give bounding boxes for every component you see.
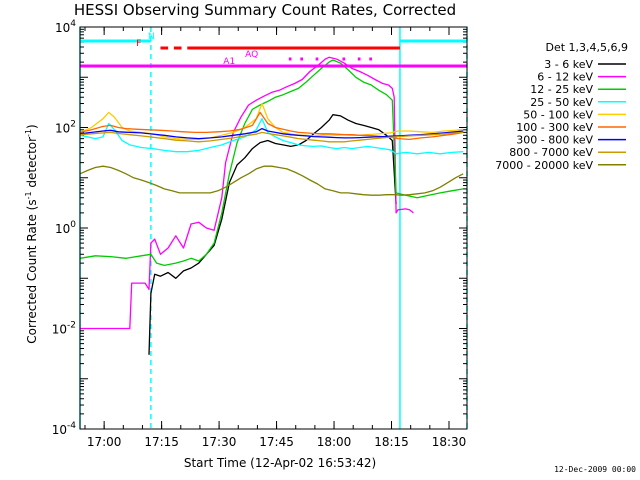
flag-label-n: N xyxy=(148,32,155,42)
y-tick-exponent: 2 xyxy=(70,120,76,130)
y-tick-base: 10 xyxy=(55,222,70,236)
y-tick-label: 10-4 xyxy=(52,421,77,437)
legend-label: 100 - 300 keV xyxy=(516,121,593,134)
y-axis-label: Corrected Count Rate (s-1 detector-1) xyxy=(24,124,39,343)
y-tick-exponent: -2 xyxy=(67,321,76,331)
plot-frame xyxy=(79,26,468,430)
legend-label: 800 - 7000 keV xyxy=(509,146,593,159)
y-axis-label-main: Corrected Count Rate (s xyxy=(25,199,39,343)
y-tick-label: 100 xyxy=(55,220,76,236)
y-tick-exponent: 0 xyxy=(70,220,76,230)
y-tick-base: 10 xyxy=(55,21,70,35)
y-tick-label: 102 xyxy=(55,120,76,136)
y-axis-label-end: ) xyxy=(25,124,39,129)
x-tick-label: 17:45 xyxy=(259,435,294,449)
chart-title: HESSI Observing Summary Count Rates, Cor… xyxy=(74,1,456,19)
series-line-3 xyxy=(79,59,464,267)
series-line-2 xyxy=(80,56,414,330)
series-line-9 xyxy=(79,165,464,196)
legend-label: 12 - 25 keV xyxy=(530,83,593,96)
y-axis-label-sup1: -1 xyxy=(24,191,33,199)
x-axis-label: Start Time (12-Apr-02 16:53:42) xyxy=(184,456,376,470)
y-axis-label-sup2: -1 xyxy=(24,129,33,137)
y-tick-base: 10 xyxy=(52,323,67,337)
flag-label-f: F xyxy=(136,39,141,49)
series-line-7 xyxy=(79,127,464,140)
y-tick-base: 10 xyxy=(55,122,70,136)
legend-label: 50 - 100 keV xyxy=(523,108,593,121)
series-line-4 xyxy=(79,118,464,155)
y-tick-label: 104 xyxy=(55,19,76,35)
flag-label-aq: AQ xyxy=(245,50,258,60)
legend-label: 3 - 6 keV xyxy=(544,58,593,71)
x-tick-label: 17:15 xyxy=(144,435,179,449)
y-tick-base: 10 xyxy=(52,423,67,437)
legend-label: 300 - 800 keV xyxy=(516,134,593,147)
series-line-1 xyxy=(148,114,397,355)
series-line-8 xyxy=(79,131,464,143)
y-tick-exponent: 4 xyxy=(70,19,76,29)
legend-title: Det 1,3,4,5,6,9 xyxy=(545,41,628,54)
x-tick-label: 18:15 xyxy=(374,435,409,449)
plot-area xyxy=(79,26,468,430)
y-tick-label: 10-2 xyxy=(52,321,76,337)
legend-label: 7000 - 20000 keV xyxy=(495,159,593,172)
x-tick-label: 18:00 xyxy=(317,435,352,449)
x-tick-label: 17:30 xyxy=(202,435,237,449)
x-tick-label: 17:00 xyxy=(87,435,122,449)
footer-date: 12-Dec-2009 00:00 xyxy=(554,465,636,474)
legend-label: 25 - 50 keV xyxy=(530,96,593,109)
legend-label: 6 - 12 keV xyxy=(537,71,593,84)
x-tick-label: 18:30 xyxy=(432,435,467,449)
y-tick-exponent: -4 xyxy=(67,421,76,431)
y-axis-label-mid: detector xyxy=(25,137,39,192)
flag-label-a1: A1 xyxy=(223,57,235,67)
